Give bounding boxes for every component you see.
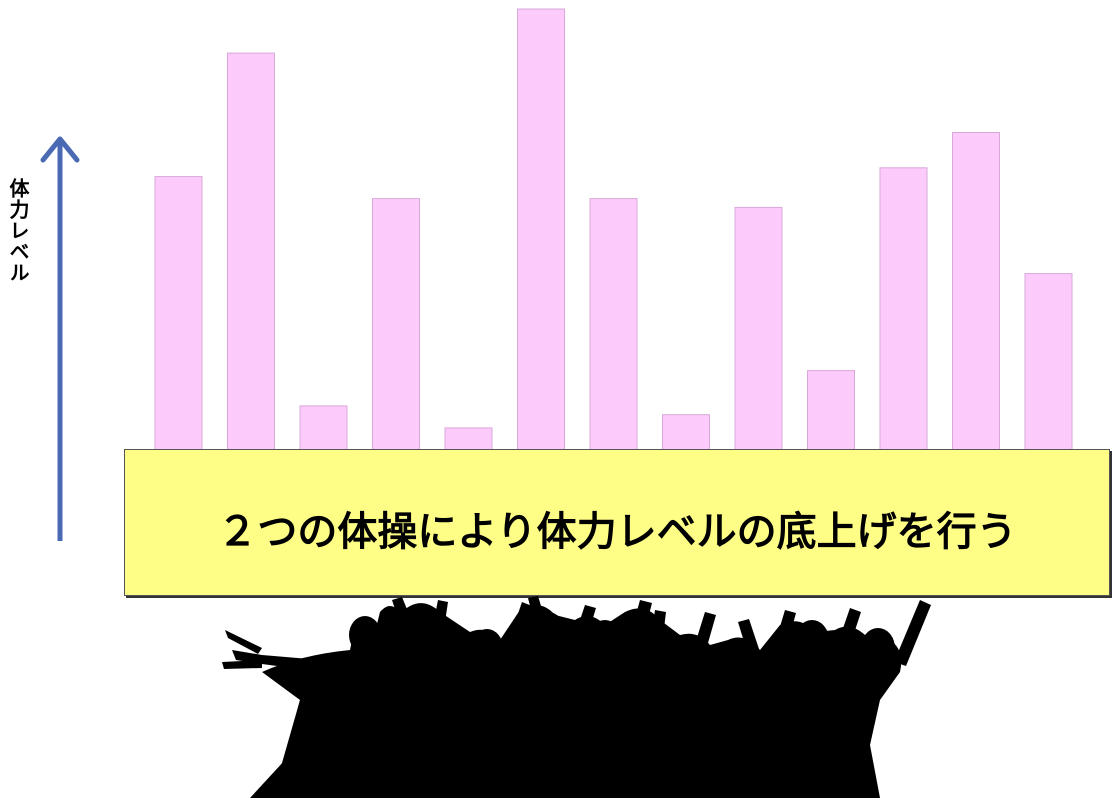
axis-arrow-head (40, 136, 80, 163)
bar-9 (734, 206, 783, 451)
bar-7 (589, 198, 638, 451)
bar-1 (154, 176, 203, 451)
bar-4 (372, 198, 420, 451)
bar-8 (662, 414, 710, 451)
y-axis-label: 体力レベル (6, 178, 30, 283)
bar-11 (879, 167, 928, 451)
bar-12 (952, 132, 1000, 451)
bar-3 (299, 405, 348, 451)
base-banner: ２つの体操により体力レベルの底上げを行う (124, 449, 1110, 596)
base-banner-text: ２つの体操により体力レベルの底上げを行う (217, 508, 1017, 555)
bar-6 (517, 8, 565, 451)
bar-13 (1024, 273, 1073, 451)
